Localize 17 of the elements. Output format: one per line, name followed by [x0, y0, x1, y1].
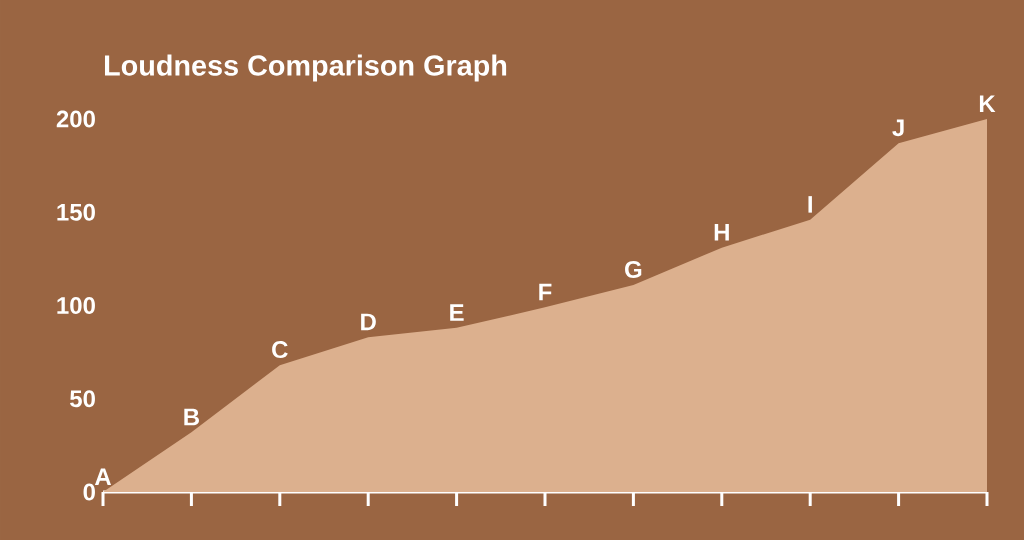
- x-tick-label: J: [892, 119, 904, 137]
- x-tick-label: C: [272, 341, 288, 359]
- y-tick-label: 100: [57, 297, 95, 314]
- x-tick-label: K: [979, 95, 996, 112]
- x-tick-label: F: [539, 283, 552, 301]
- y-tick-label: 0: [83, 483, 95, 501]
- y-tick-label: 200: [56, 110, 95, 128]
- x-tick-label: D: [361, 313, 376, 331]
- x-tick-label: B: [184, 408, 199, 426]
- x-tick-label: A: [94, 468, 112, 485]
- x-tick-label: G: [625, 260, 642, 278]
- y-tick-label: 50: [70, 390, 95, 408]
- x-tick-label: I: [808, 196, 812, 213]
- x-tick-label: H: [714, 224, 729, 241]
- x-tick-label: E: [450, 304, 464, 321]
- y-tick-label: 150: [57, 203, 95, 221]
- chart-title: Loudness Comparison Graph: [104, 54, 507, 82]
